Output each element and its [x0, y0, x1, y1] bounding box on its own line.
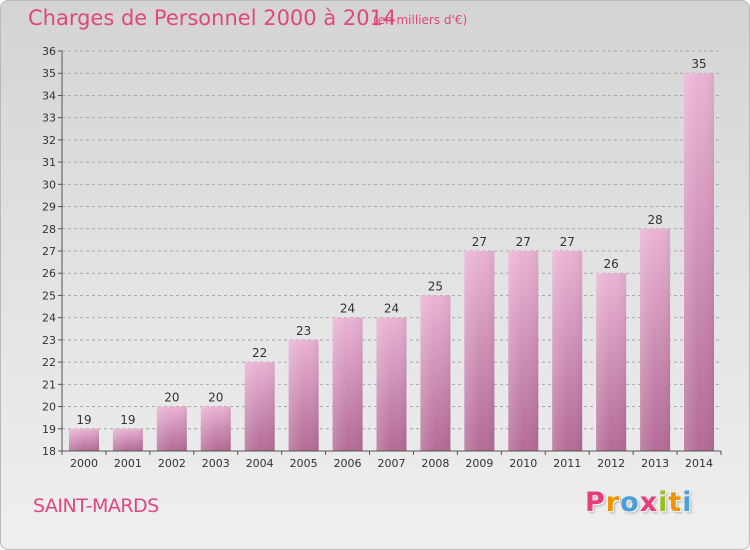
proxiti-logo: Proxiti [585, 487, 693, 518]
bar-value-label: 27 [516, 235, 531, 249]
bar-highlight [596, 273, 627, 451]
bar-highlight [420, 295, 451, 451]
y-tick-label: 34 [42, 89, 56, 102]
commune-name: SAINT-MARDS [33, 495, 159, 517]
bar-value-label: 28 [647, 213, 662, 227]
x-tick-label: 2004 [246, 457, 274, 470]
y-tick-label: 36 [42, 45, 56, 58]
y-tick-label: 31 [42, 156, 56, 169]
x-tick-label: 2000 [70, 457, 98, 470]
bar-highlight [244, 362, 275, 451]
logo-letter: P [585, 487, 606, 518]
bar-highlight [552, 251, 583, 451]
bar-value-label: 24 [384, 302, 399, 316]
bar-value-label: 26 [604, 257, 619, 271]
x-tick-label: 2010 [509, 457, 537, 470]
bar-value-label: 20 [164, 391, 179, 405]
y-tick-label: 33 [42, 112, 56, 125]
y-tick-label: 26 [42, 267, 56, 280]
x-tick-label: 2006 [334, 457, 362, 470]
bar-highlight [288, 339, 319, 451]
x-tick-label: 2008 [421, 457, 449, 470]
bar-highlight [508, 251, 539, 451]
y-tick-label: 20 [42, 401, 56, 414]
y-tick-label: 19 [42, 423, 56, 436]
bar-highlight [640, 228, 671, 451]
bar-highlight [68, 428, 99, 451]
y-tick-label: 28 [42, 223, 56, 236]
bar-value-label: 22 [252, 346, 267, 360]
x-tick-label: 2009 [465, 457, 493, 470]
x-tick-label: 2003 [202, 457, 230, 470]
chart-title: Charges de Personnel 2000 à 2014 [28, 6, 397, 30]
logo-letter: x [639, 487, 659, 518]
bar-value-label: 24 [340, 302, 355, 316]
bar-value-label: 19 [120, 413, 135, 427]
logo-letter: t [668, 487, 683, 518]
x-tick-label: 2012 [597, 457, 625, 470]
bar-value-label: 25 [428, 279, 443, 293]
y-tick-label: 25 [42, 289, 56, 302]
bars: 19 19 20 20 22 23 24 24 25 27 27 27 26 28 35 [68, 57, 715, 451]
y-tick-label: 27 [42, 245, 56, 258]
x-tick-label: 2013 [641, 457, 669, 470]
bar-highlight [684, 73, 715, 451]
bar-highlight [156, 406, 187, 451]
y-tick-label: 32 [42, 134, 56, 147]
logo-letter: i [682, 487, 693, 518]
x-tick-label: 2007 [378, 457, 406, 470]
bar-highlight [464, 251, 495, 451]
bar-value-label: 23 [296, 324, 311, 338]
y-tick-label: 35 [42, 67, 56, 80]
logo-letter: r [605, 487, 621, 518]
chart-subtitle: (en milliers d'€) [373, 13, 468, 27]
y-tick-label: 21 [42, 378, 56, 391]
axes: 18 19 20 21 22 23 24 25 26 27 28 29 30 31 32 33 34 35 36 20… [42, 45, 722, 470]
bar-highlight [332, 317, 363, 451]
x-tick-label: 2001 [114, 457, 142, 470]
x-tick-label: 2014 [685, 457, 713, 470]
bar-value-label: 35 [691, 57, 706, 71]
y-tick-label: 23 [42, 334, 56, 347]
y-tick-label: 22 [42, 356, 56, 369]
x-tick-label: 2011 [553, 457, 581, 470]
bar-value-label: 27 [472, 235, 487, 249]
y-tick-label: 29 [42, 201, 56, 214]
bar-value-label: 27 [560, 235, 575, 249]
y-tick-label: 30 [42, 178, 56, 191]
bar-value-label: 19 [76, 413, 91, 427]
x-tick-label: 2002 [158, 457, 186, 470]
y-tick-label: 24 [42, 312, 56, 325]
y-tick-label: 18 [42, 445, 56, 458]
bar-value-label: 20 [208, 391, 223, 405]
x-tick-label: 2005 [290, 457, 318, 470]
bar-highlight [376, 317, 407, 451]
bar-highlight [200, 406, 231, 451]
logo-letter: o [620, 487, 640, 518]
logo-letter: i [658, 487, 669, 518]
bar-highlight [112, 428, 143, 451]
